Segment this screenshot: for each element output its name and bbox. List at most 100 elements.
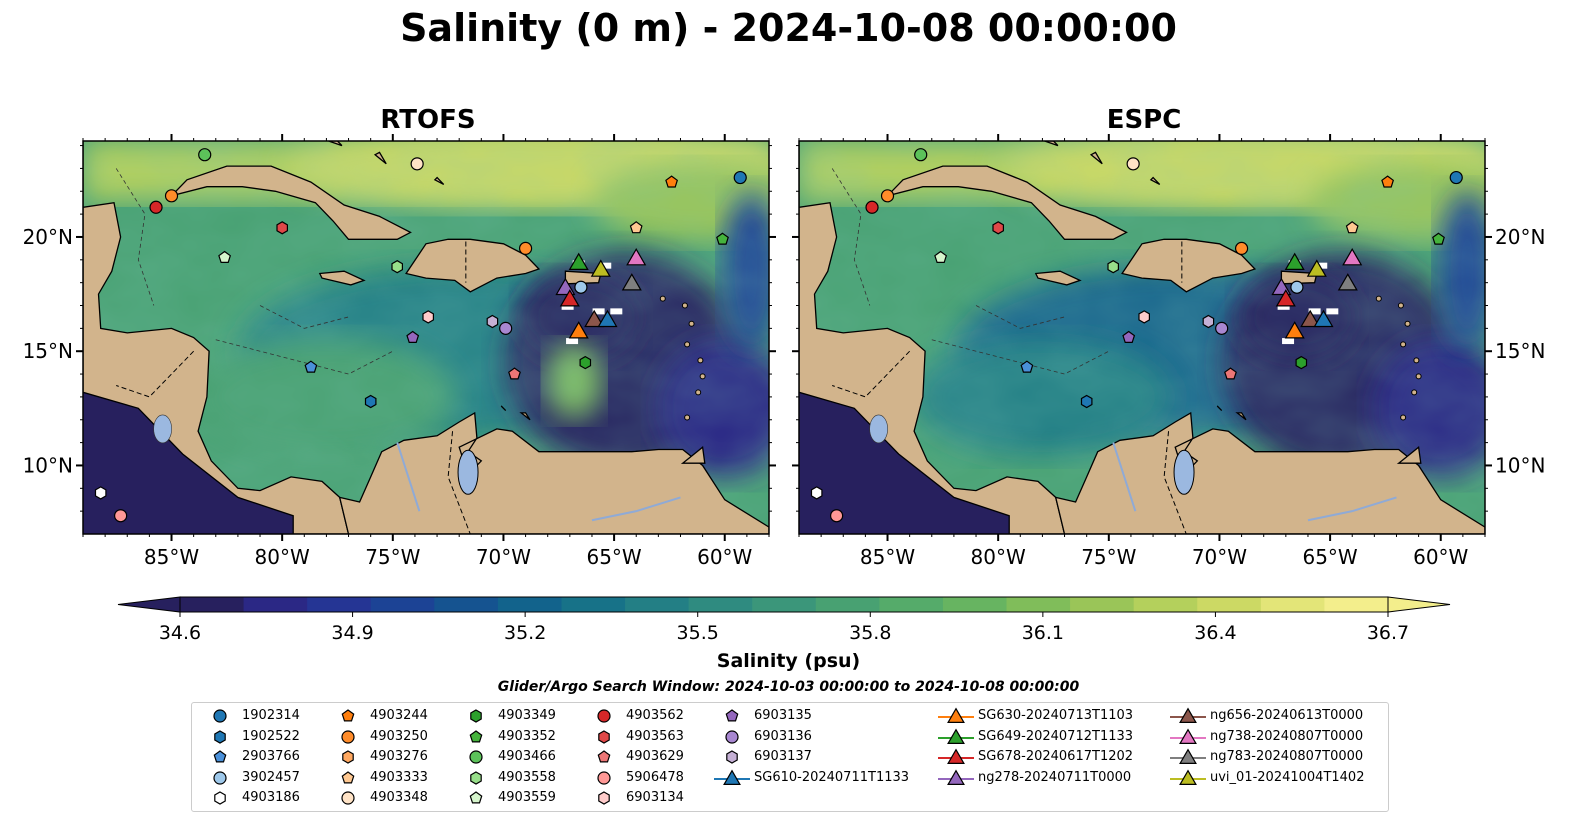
land-mass — [885, 165, 1128, 240]
river — [591, 496, 681, 522]
land-mass — [318, 270, 366, 286]
triangle-icon — [1170, 728, 1206, 744]
float-marker-6903135 — [1122, 330, 1136, 343]
colorbar-frame — [179, 596, 1389, 613]
colorbar-segment — [625, 597, 690, 612]
lon-tick-label: 85°W — [144, 545, 199, 569]
isobath — [931, 339, 1109, 375]
float-marker-4903333 — [629, 221, 643, 234]
land-mass — [1044, 141, 1059, 147]
triangle-icon — [714, 769, 750, 785]
river — [1307, 496, 1397, 522]
triangle-icon — [938, 769, 974, 785]
colorbar-segment — [1133, 597, 1198, 612]
legend-label: 4903466 — [498, 749, 556, 765]
colorbar-tick-label: 36.1 — [1021, 622, 1064, 644]
glider-track — [1277, 303, 1290, 310]
legend-label: 1902522 — [242, 728, 300, 744]
lat-tick-label: 20°N — [1495, 225, 1545, 249]
pentagon-icon — [341, 771, 355, 784]
colorbar-segment — [307, 597, 372, 612]
island — [1375, 295, 1382, 302]
float-marker-4903352 — [1432, 232, 1445, 245]
island — [688, 320, 695, 327]
island — [695, 389, 702, 396]
isobath — [259, 305, 349, 329]
glider-track — [1282, 338, 1295, 345]
glider-track — [566, 338, 579, 345]
map-panel-espc: 85°W 80°W 75°W 70°W 65°W 60°W 10°N 15°N 20°N — [792, 134, 1545, 569]
isobath — [975, 305, 1065, 329]
glider-marker-ng738 — [626, 247, 647, 266]
float-marker-3902457 — [574, 280, 588, 294]
colorbar-segment — [1197, 597, 1262, 612]
pentagon-icon — [597, 750, 611, 763]
colorbar-tick-label: 35.2 — [503, 622, 547, 644]
legend-label: SG649-20240712T1133 — [978, 728, 1134, 744]
panel-title-rtofs: RTOFS — [380, 105, 476, 135]
float-marker-6903137 — [486, 314, 499, 329]
circle-icon — [341, 791, 355, 805]
float-marker-4903333 — [1345, 221, 1359, 234]
legend-label: 6903136 — [754, 728, 812, 744]
lon-tick-label: 70°W — [476, 545, 531, 569]
lon-tick-label: 65°W — [1302, 545, 1357, 569]
float-marker-4903629 — [1224, 367, 1237, 380]
legend-label: 4903352 — [498, 728, 556, 744]
legend-label: 4903558 — [498, 769, 556, 785]
float-marker-6903134 — [1138, 310, 1151, 324]
isobath — [115, 168, 155, 306]
glider-marker-ng656 — [1300, 309, 1321, 328]
hexagon-icon — [598, 729, 610, 744]
triangle-icon — [938, 707, 974, 723]
circle-icon — [469, 750, 483, 764]
lon-tick-label: 60°W — [697, 545, 752, 569]
colorbar-tick-label: 35.8 — [849, 622, 892, 644]
colorbar-min-extend — [117, 596, 181, 613]
colorbar-label: Salinity (psu) — [716, 650, 861, 672]
land-mass — [1121, 238, 1257, 293]
map-frame — [798, 140, 1486, 535]
legend-label: ng656-20240613T0000 — [1210, 708, 1364, 723]
float-marker-4903562 — [865, 200, 879, 214]
float-marker-5906478 — [114, 509, 128, 523]
glider-marker-ng783 — [621, 273, 642, 291]
hexagon-icon — [726, 750, 738, 764]
circle-icon — [213, 709, 227, 723]
land-mass — [799, 141, 1109, 534]
river — [396, 442, 421, 512]
lon-tick-label: 65°W — [586, 545, 641, 569]
legend-label: 4903276 — [370, 749, 428, 765]
float-marker-4903466 — [198, 148, 212, 162]
colorbar-segment — [1324, 597, 1389, 612]
land-mass — [433, 176, 445, 185]
float-marker-4903244 — [665, 175, 679, 188]
legend-label: 4903333 — [370, 769, 428, 785]
land-mass — [1034, 270, 1082, 286]
legend-label: 5906478 — [626, 769, 684, 785]
triangle-icon — [938, 748, 974, 765]
colorbar-segment — [561, 597, 626, 612]
float-marker-4903348 — [410, 157, 424, 171]
island — [1411, 389, 1418, 396]
legend-label: ng783-20240807T0000 — [1210, 749, 1364, 765]
glider-track — [561, 303, 574, 310]
colorbar-segment — [434, 597, 499, 612]
island — [1397, 302, 1404, 309]
legend-label: 4903563 — [626, 728, 684, 744]
lat-tick-label: 15°N — [1495, 339, 1545, 363]
legend-label: 3902457 — [242, 769, 300, 785]
legend-label: 6903134 — [626, 790, 684, 806]
colorbar-max-extend — [1387, 596, 1451, 613]
glider-marker-SG649 — [568, 252, 589, 270]
legend-label: 4903629 — [626, 749, 684, 765]
legend-label: ng738-20240807T0000 — [1210, 728, 1364, 744]
float-marker-4903352 — [716, 232, 729, 245]
land-mass — [1396, 445, 1422, 464]
legend: 1902314 1902522 2903766 3902457 4903186 49032… — [191, 702, 1389, 812]
glider-track — [1308, 308, 1321, 315]
island — [699, 373, 706, 380]
colorbar-tick-label: 35.5 — [676, 622, 719, 644]
land-mass — [680, 445, 706, 464]
